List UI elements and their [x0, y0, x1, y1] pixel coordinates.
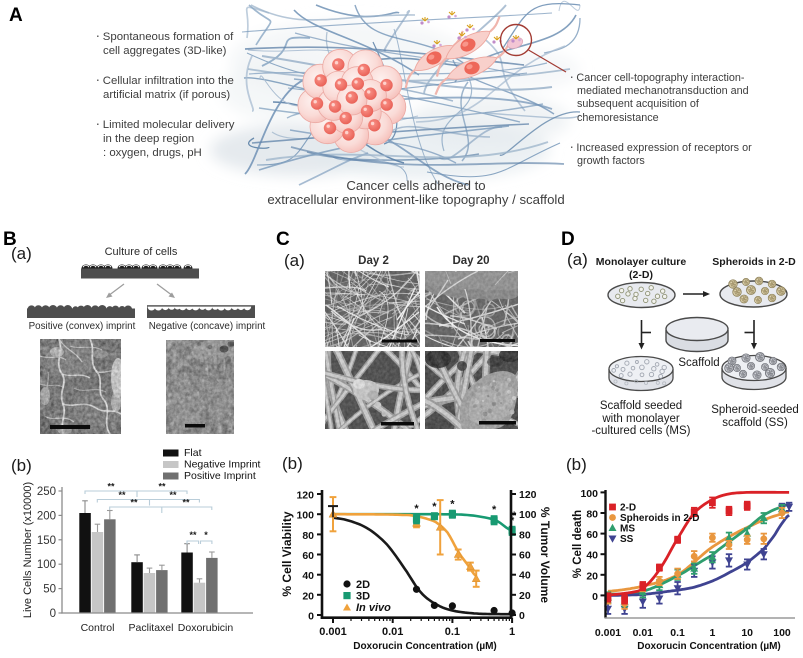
svg-text:40: 40 [519, 570, 531, 582]
svg-text:2D: 2D [356, 579, 370, 591]
svg-text:2-D: 2-D [620, 503, 636, 514]
svg-text:80: 80 [302, 530, 314, 542]
svg-text:1: 1 [509, 626, 515, 638]
svg-text:*: * [492, 504, 497, 516]
svg-text:120: 120 [296, 490, 314, 502]
svg-text:40: 40 [586, 550, 598, 562]
svg-text:**: ** [182, 498, 190, 508]
svg-text:Negative Imprint: Negative Imprint [184, 459, 261, 471]
svg-text:100: 100 [580, 488, 598, 500]
svg-text:1: 1 [709, 627, 715, 639]
svg-text:% Cell death: % Cell death [572, 510, 584, 578]
svg-text:SS: SS [620, 534, 634, 545]
svg-text:**: ** [107, 482, 115, 492]
svg-text:*: * [510, 515, 515, 527]
svg-text:Doxorucin Concentration (µM): Doxorucin Concentration (µM) [353, 641, 497, 652]
svg-text:0.01: 0.01 [382, 626, 403, 638]
svg-text:% Cell Viability: % Cell Viability [280, 511, 294, 596]
svg-text:*: * [414, 503, 419, 515]
svg-text:0: 0 [519, 610, 525, 622]
svg-text:In vivo: In vivo [356, 602, 391, 614]
svg-text:60: 60 [302, 550, 314, 562]
svg-text:100: 100 [519, 509, 537, 521]
svg-text:0: 0 [308, 611, 314, 623]
svg-text:80: 80 [519, 529, 531, 541]
svg-text:0: 0 [50, 608, 56, 620]
svg-text:200: 200 [37, 510, 56, 522]
svg-text:Spheroids in 2-D: Spheroids in 2-D [620, 513, 699, 524]
svg-text:*: * [204, 530, 208, 540]
svg-text:50: 50 [43, 584, 56, 596]
svg-text:0: 0 [592, 591, 598, 603]
svg-text:% Tumor Volume: % Tumor Volume [538, 507, 552, 604]
svg-text:0.001: 0.001 [319, 626, 347, 638]
svg-text:*: * [512, 510, 517, 522]
svg-text:**: ** [169, 490, 177, 500]
svg-text:100: 100 [296, 510, 314, 522]
svg-text:**: ** [189, 530, 197, 540]
svg-text:250: 250 [37, 486, 56, 498]
svg-text:3D: 3D [356, 591, 370, 603]
svg-text:20: 20 [519, 590, 531, 602]
svg-text:150: 150 [37, 535, 56, 547]
svg-text:Positive Imprint: Positive Imprint [184, 470, 256, 482]
svg-text:0.1: 0.1 [445, 626, 460, 638]
svg-text:60: 60 [586, 529, 598, 541]
svg-text:0.01: 0.01 [633, 627, 654, 639]
svg-text:**: ** [118, 490, 126, 500]
svg-text:Flat: Flat [184, 447, 202, 459]
svg-text:**: ** [130, 498, 138, 508]
svg-text:10: 10 [741, 627, 753, 639]
svg-text:**: ** [158, 482, 166, 492]
svg-text:Control: Control [81, 622, 115, 634]
svg-text:*: * [432, 501, 437, 513]
svg-text:0.1: 0.1 [670, 627, 685, 639]
svg-text:100: 100 [773, 627, 791, 639]
svg-text:20: 20 [586, 570, 598, 582]
svg-text:Paclitaxel: Paclitaxel [129, 622, 174, 634]
svg-text:Doxorucin Concentration (µM): Doxorucin Concentration (µM) [637, 641, 781, 652]
svg-text:80: 80 [586, 509, 598, 521]
svg-text:120: 120 [519, 489, 537, 501]
svg-text:Live Cells Number (x10000): Live Cells Number (x10000) [22, 482, 34, 618]
svg-text:0.001: 0.001 [595, 627, 621, 639]
svg-text:60: 60 [519, 550, 531, 562]
svg-text:Doxorubicin: Doxorubicin [178, 622, 234, 634]
svg-text:*: * [450, 499, 455, 511]
svg-text:20: 20 [302, 590, 314, 602]
svg-text:100: 100 [37, 559, 56, 571]
svg-text:40: 40 [302, 570, 314, 582]
svg-text:MS: MS [620, 524, 635, 535]
